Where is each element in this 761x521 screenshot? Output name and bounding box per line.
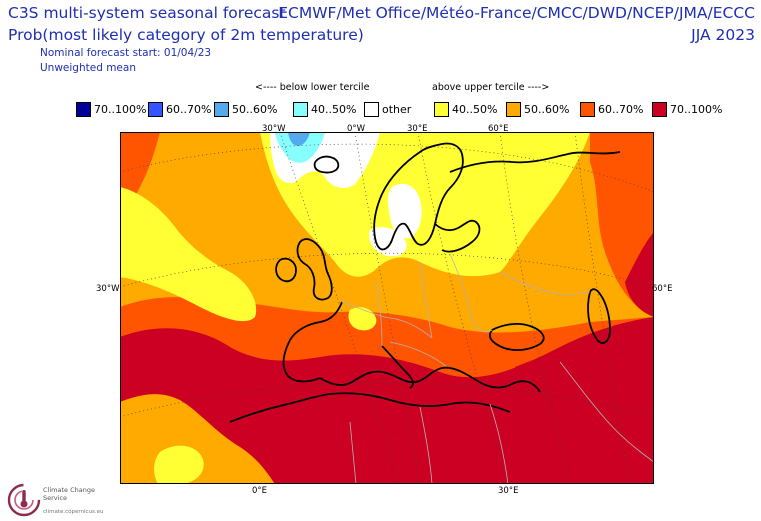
coastline-europe-atlantic — [282, 301, 343, 383]
region-other — [369, 227, 407, 257]
forecast-start: Nominal forecast start: 01/04/23 — [40, 47, 212, 59]
coastline-italy — [381, 345, 414, 389]
legend-label: 50..60% — [232, 102, 278, 116]
region-above-40-50 — [348, 307, 377, 331]
meridian — [354, 132, 421, 484]
coastline-ireland — [275, 257, 297, 283]
legend-swatch — [434, 101, 449, 117]
legend-label: 60..70% — [598, 102, 644, 116]
coastline-scandinavia — [373, 142, 464, 251]
legend-label: 50..60% — [524, 102, 570, 116]
title-line-1: C3S multi-system seasonal forecast — [8, 4, 286, 22]
coord-top-30e: 30°E — [407, 124, 428, 134]
meridian — [279, 132, 401, 484]
season-label: JJA 2023 — [691, 26, 755, 44]
coastline-arctic — [449, 151, 621, 173]
legend-item: 70..100% — [652, 100, 722, 118]
country-border — [419, 406, 433, 484]
parallel — [120, 382, 654, 418]
legend-label: 70..100% — [670, 102, 723, 116]
probability-field — [120, 132, 654, 484]
thermometer-icon — [7, 483, 41, 517]
parallel — [120, 143, 654, 193]
legend-swatch — [580, 101, 595, 117]
coord-bottom-30e: 30°E — [498, 486, 519, 496]
graticule — [120, 132, 654, 484]
coastline-british-isles — [296, 238, 333, 301]
legend-item: 50..60% — [214, 100, 277, 118]
legend-item: 60..70% — [148, 100, 211, 118]
country-border — [375, 281, 383, 347]
copernicus-logo — [7, 483, 41, 517]
country-border — [419, 261, 433, 339]
meridian — [499, 132, 571, 484]
legend-swatch — [652, 101, 667, 117]
legend-swatch — [506, 101, 521, 117]
coastlines — [229, 142, 621, 423]
legend-item: 40..50% — [434, 100, 497, 118]
title-line-2: Prob(most likely category of 2m temperat… — [8, 26, 364, 44]
legend-label: other — [382, 102, 412, 116]
legend-swatch — [76, 101, 91, 117]
systems-label: ECMWF/Met Office/Météo-France/CMCC/DWD/N… — [278, 4, 755, 22]
coastline-iceland — [313, 155, 340, 174]
map-frame — [120, 132, 654, 484]
legend-swatch — [364, 101, 379, 117]
region-below-50-60 — [288, 132, 310, 146]
logo-url: climate.copernicus.eu — [43, 509, 104, 515]
coastline-mediterranean — [319, 366, 541, 393]
region-other — [388, 183, 422, 239]
coord-left-30w: 30°W — [96, 284, 120, 294]
region-above-70-100 — [120, 317, 654, 484]
coord-top-30w: 30°W — [262, 124, 286, 134]
coord-right-60e: 60°E — [652, 284, 673, 294]
meridian — [417, 132, 509, 484]
meridian — [574, 132, 631, 484]
legend-item: 50..60% — [506, 100, 569, 118]
forecast-map — [120, 132, 654, 484]
coord-top-60e: 60°E — [488, 124, 509, 134]
weighting-label: Unweighted mean — [40, 62, 136, 74]
country-border — [341, 301, 433, 339]
country-border — [499, 271, 591, 295]
region-above-70-100 — [515, 327, 654, 383]
coastline-black-sea — [489, 323, 545, 351]
legend-item: other — [364, 100, 411, 118]
legend-label: 60..70% — [166, 102, 212, 116]
country-border — [489, 403, 509, 484]
coastline-baltic — [434, 219, 481, 253]
legend-item: 40..50% — [293, 100, 356, 118]
coastline-caspian — [587, 288, 611, 344]
legend-item: 70..100% — [76, 100, 146, 118]
legend-item: 60..70% — [580, 100, 643, 118]
above-tercile-label: above upper tercile ----> — [432, 82, 550, 93]
parallel — [120, 252, 654, 288]
legend-swatch — [148, 101, 163, 117]
legend-swatch — [293, 101, 308, 117]
below-tercile-label: <---- below lower tercile — [255, 82, 370, 93]
coord-top-0w: 0°W — [347, 124, 366, 134]
country-border — [449, 253, 493, 333]
legend-label: 40..50% — [452, 102, 498, 116]
region-above-70-100 — [625, 232, 654, 317]
coastline-africa-north — [229, 392, 511, 423]
region-above-40-50 — [120, 187, 257, 322]
legend-label: 40..50% — [311, 102, 357, 116]
country-border — [349, 421, 357, 484]
coord-bottom-0e: 0°E — [252, 486, 268, 496]
country-border — [389, 341, 447, 367]
legend-label: 70..100% — [94, 102, 147, 116]
country-border — [559, 361, 654, 463]
region-above-40-50 — [154, 445, 204, 484]
country-borders — [341, 253, 654, 484]
legend-swatch — [214, 101, 229, 117]
logo-service-name: Climate Change Service — [43, 486, 95, 502]
